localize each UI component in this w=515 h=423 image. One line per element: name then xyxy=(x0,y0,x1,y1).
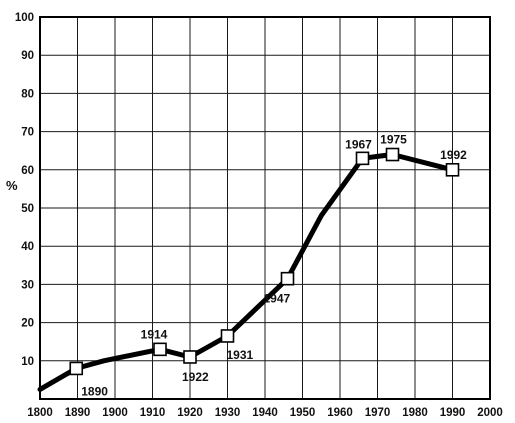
y-tick-label: 30 xyxy=(21,279,34,291)
x-tick-labels: 1800 1890 1900 1910 1920 1930 1940 1950 1960 1970… xyxy=(27,407,503,419)
x-tick-label: 1800 xyxy=(27,407,53,419)
grid xyxy=(40,17,490,399)
y-tick-labels: 10 20 30 40 50 60 70 80 90 100 xyxy=(15,12,34,368)
x-tick-label: 1990 xyxy=(440,407,466,419)
data-marker xyxy=(445,163,460,177)
year-label: 1967 xyxy=(345,137,372,151)
year-label: 1975 xyxy=(380,133,407,147)
y-tick-label: 80 xyxy=(21,88,34,100)
y-axis-label: % xyxy=(6,178,18,193)
x-tick-label: 1920 xyxy=(177,407,203,419)
year-label: 1922 xyxy=(182,370,209,384)
year-label: 1992 xyxy=(440,148,467,162)
y-tick-label: 10 xyxy=(21,356,34,368)
y-tick-label: 20 xyxy=(21,318,34,330)
y-tick-label: 90 xyxy=(21,50,34,62)
x-tick-label: 1980 xyxy=(402,407,428,419)
year-label: 1931 xyxy=(227,348,254,362)
x-tick-label: 2000 xyxy=(477,407,503,419)
x-tick-label: 1930 xyxy=(215,407,241,419)
year-label: 1947 xyxy=(264,292,291,306)
data-marker xyxy=(153,342,167,357)
data-marker xyxy=(183,350,197,364)
x-tick-label: 1950 xyxy=(290,407,316,419)
x-tick-label: 1960 xyxy=(327,407,353,419)
data-marker xyxy=(355,151,370,166)
data-marker xyxy=(385,147,400,162)
y-tick-label: 60 xyxy=(21,165,34,177)
data-marker xyxy=(220,329,235,343)
year-label: 1890 xyxy=(81,384,108,398)
year-label: 1914 xyxy=(141,327,168,341)
y-tick-label: 40 xyxy=(21,241,34,253)
y-tick-label: 50 xyxy=(21,203,34,215)
x-tick-label: 1970 xyxy=(365,407,391,419)
y-tick-label: 70 xyxy=(21,127,34,139)
plot-frame xyxy=(39,16,491,400)
x-tick-label: 1900 xyxy=(102,407,128,419)
x-tick-label: 1940 xyxy=(252,407,278,419)
marker-group: 1890 1914 1922 1931 1947 1967 1975 1992 xyxy=(69,133,467,398)
x-tick-label: 1890 xyxy=(65,407,91,419)
y-tick-label: 100 xyxy=(15,12,34,24)
data-marker xyxy=(280,271,295,286)
data-marker xyxy=(69,361,84,376)
x-tick-label: 1910 xyxy=(140,407,166,419)
